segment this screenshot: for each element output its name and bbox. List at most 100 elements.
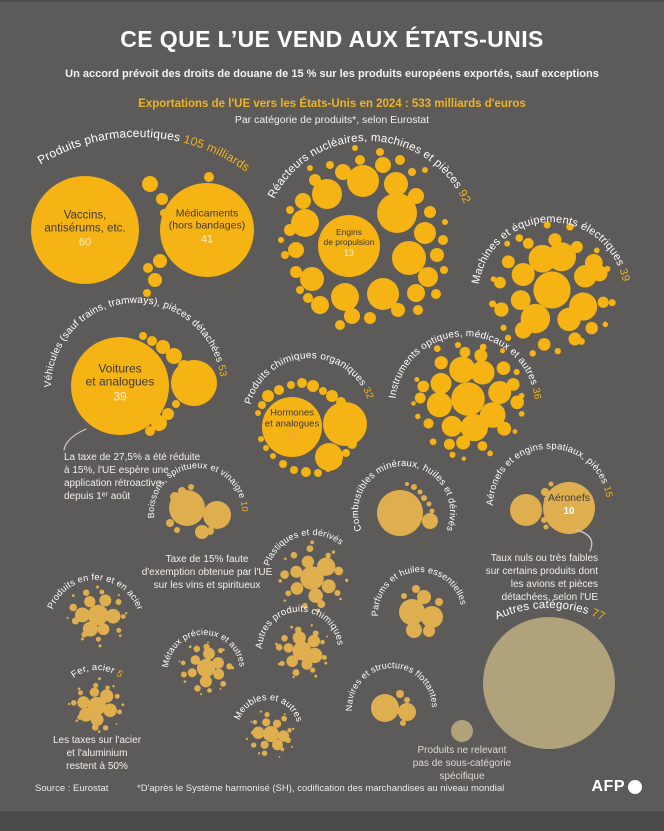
bubble-instruments <box>460 413 488 442</box>
bubble-fer <box>96 585 100 589</box>
bubble-instruments <box>434 356 448 370</box>
bubble-meubles <box>290 745 293 748</box>
bubble-vehicules <box>147 336 157 346</box>
bubble-boissons <box>174 527 180 533</box>
bubble-instruments <box>411 401 416 406</box>
bubble-machines <box>608 299 616 307</box>
bubble-reacteurs <box>291 209 319 237</box>
bubble-autreschim <box>292 641 312 661</box>
bubble-fer <box>124 612 128 615</box>
bubble-feracier <box>100 689 114 703</box>
bubble-chimiques <box>287 381 295 389</box>
bubble-metaux <box>226 663 233 670</box>
bubble-meubles <box>261 750 268 756</box>
bubble-feracier <box>90 713 104 727</box>
bubble-reacteurs <box>318 215 380 277</box>
cluster-vehicules: Véhicules (sauf trains, tramways), pièce… <box>43 295 228 436</box>
bubble-reacteurs <box>290 266 302 278</box>
bubble-instruments <box>414 392 426 404</box>
bubble-meubles <box>263 726 279 742</box>
bubble-machines <box>543 221 551 229</box>
bubble-plastiques <box>344 578 349 583</box>
bubble-feracier <box>93 682 99 688</box>
bubble-fer <box>117 594 120 597</box>
bottom-bar <box>0 811 664 831</box>
bubble-reacteurs <box>438 235 448 245</box>
bubble-machines <box>597 296 609 308</box>
bubble-chimiques <box>258 436 264 442</box>
bubble-plastiques <box>300 566 324 590</box>
bubble-parfums <box>412 585 420 593</box>
bubble-reacteurs <box>286 206 294 214</box>
bubble-metaux <box>180 660 186 666</box>
bubble-autreschim <box>301 658 313 670</box>
bubble-fer <box>84 595 96 608</box>
bubble-aeronefs <box>510 494 542 526</box>
bubble-chimiques <box>279 460 287 468</box>
cluster-plastiques: Plastiques et dérivés <box>262 527 349 613</box>
bubble-meubles <box>287 728 292 733</box>
bubble-autreschim <box>294 626 302 634</box>
annotation-connector-aeronefs <box>576 529 593 552</box>
bubble-meubles <box>259 710 263 713</box>
bubble-reacteurs <box>430 248 444 262</box>
cluster-boissons: Boissons, spiritueux et vinaigre 10 <box>146 460 250 539</box>
bubble-fer <box>75 607 90 623</box>
bubble-feracier <box>77 696 90 709</box>
bubble-plastiques <box>302 602 308 609</box>
bubble-instruments <box>477 441 488 451</box>
bubble-combustibles <box>426 501 432 507</box>
bubble-reacteurs <box>384 172 408 196</box>
bubble-chimiques <box>262 390 274 402</box>
bubble-chimiques <box>319 387 327 395</box>
bubble-reacteurs <box>288 242 304 258</box>
bubble-machines <box>602 321 609 328</box>
bubble-machines <box>522 238 534 249</box>
bubble-combustibles <box>377 490 423 536</box>
bubble-aeronefs <box>548 481 554 487</box>
bubble-plastiques <box>280 570 289 579</box>
bubble-meubles <box>281 715 287 722</box>
bubble-metaux <box>222 648 225 651</box>
bubble-metaux <box>199 693 203 696</box>
bubble-autreschim <box>307 634 321 648</box>
bubble-autreschim <box>314 674 318 678</box>
afp-logo-dot <box>628 780 642 794</box>
bubble-plastiques <box>278 579 282 583</box>
bubble-instruments <box>497 421 512 436</box>
bubble-metaux <box>203 647 215 660</box>
bubble-meubles <box>272 719 282 728</box>
bubble-instruments <box>423 418 434 429</box>
bubble-metaux <box>196 658 216 678</box>
bubble-nonclasse <box>451 720 473 742</box>
bubble-meubles <box>252 726 265 739</box>
bubble-fer <box>66 616 69 619</box>
highlight-line: Exportations de l'UE vers les États-Unis… <box>138 98 526 110</box>
bubble-aeronefs <box>543 482 595 534</box>
bubble-plastiques <box>284 557 287 561</box>
bubble-metaux <box>187 668 197 678</box>
bubble-parfums <box>399 599 425 625</box>
bubble-autreschim <box>277 662 281 666</box>
bubble-fer <box>115 599 122 605</box>
bubble-machines <box>570 241 583 253</box>
bubble-meubles <box>250 730 256 735</box>
bubble-fer <box>80 637 84 641</box>
bubble-plastiques <box>290 551 298 559</box>
bubble-fer <box>116 627 122 633</box>
bubble-fer <box>82 589 90 596</box>
bubble-feracier <box>67 702 71 706</box>
bubble-metaux <box>190 655 201 665</box>
bubble-reacteurs <box>352 145 358 151</box>
bubble-instruments <box>414 376 420 383</box>
bubble-combustibles <box>421 495 427 501</box>
bubble-meubles <box>285 737 291 744</box>
bubble-reacteurs <box>422 167 428 173</box>
bubble-fer <box>69 603 77 612</box>
bubble-reacteurs <box>414 222 436 244</box>
bubble-pharma <box>160 209 168 217</box>
bubble-pharma <box>143 289 151 297</box>
cluster-meubles: Meubles et autres <box>232 692 305 758</box>
bubble-vehicules <box>178 360 190 372</box>
bubble-instruments <box>454 341 462 348</box>
